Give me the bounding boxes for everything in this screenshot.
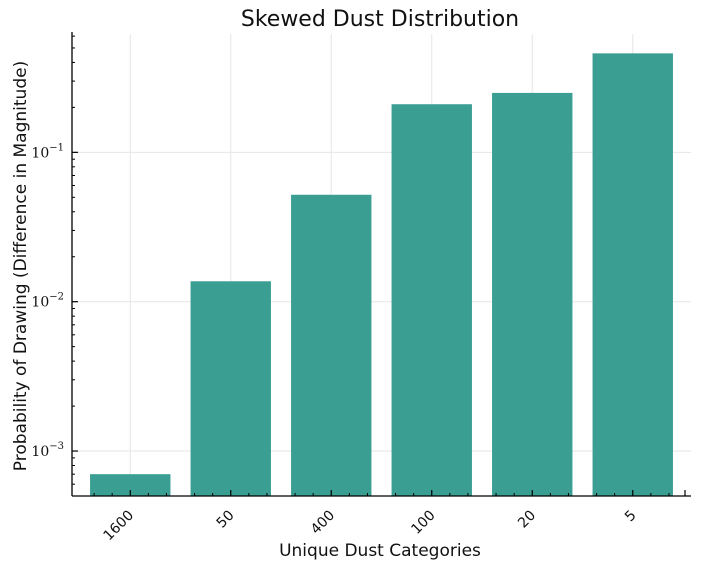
y-tick-label: 10−1 — [31, 142, 64, 161]
y-tick-label: 10−2 — [31, 292, 64, 311]
axes-layer — [71, 32, 691, 497]
bar-20 — [492, 92, 573, 496]
x-axis-label: Unique Dust Categories — [279, 541, 481, 561]
x-tick-label: 50 — [214, 508, 238, 532]
bar-50 — [190, 281, 271, 496]
y-axis-label: Probability of Drawing (Difference in Ma… — [11, 61, 31, 471]
x-tick-label: 400 — [308, 508, 338, 538]
x-tick-label: 1600 — [101, 508, 138, 545]
x-tick-label: 20 — [515, 508, 539, 532]
bar-5 — [592, 53, 673, 496]
y-tick-label: 10−3 — [31, 441, 64, 460]
bars-layer — [90, 53, 673, 497]
x-tick-label: 100 — [408, 508, 438, 538]
x-tick-label: 5 — [622, 508, 640, 526]
bar-100 — [391, 104, 472, 497]
bar-1600 — [90, 474, 171, 496]
bar-400 — [291, 194, 372, 496]
chart-title: Skewed Dust Distribution — [241, 7, 519, 32]
